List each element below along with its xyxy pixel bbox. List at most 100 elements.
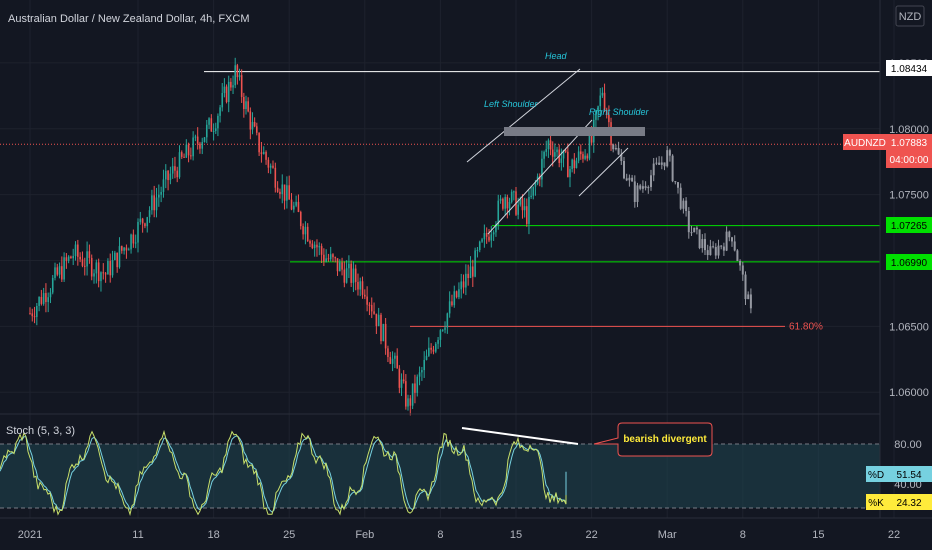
callout: bearish divergent [593,422,713,457]
candle-body [190,155,192,157]
candle-body [304,226,307,235]
candle-body [29,313,31,315]
candle-body [341,262,343,270]
projection-body [739,260,742,266]
candle-body [364,294,366,297]
candle-body [387,348,389,358]
projection-body [674,181,677,183]
projection-body [628,177,631,181]
candle-body [214,128,217,132]
candle-body [164,170,167,180]
candle-body [352,268,355,283]
candle-body [267,159,270,168]
projection-body [722,246,725,251]
projection-body [614,147,617,150]
candle-body [357,281,359,290]
candle-body [497,200,500,225]
candle-body [467,273,469,279]
candle-body [508,202,511,209]
candle-body [488,236,490,241]
stoch-axis[interactable]: 80.00 40.00 %D 51.54 %K 24.32 [866,439,932,510]
candle-body [221,93,224,108]
fib-level-label: 61.80% [789,321,823,332]
candle-body [134,242,137,244]
left-shoulder-label: Left Shoulder [484,99,539,109]
candle-body [320,246,323,255]
stoch-k-value: 24.32 [896,498,921,509]
candle-body [249,111,252,130]
projection-body [690,232,693,234]
candle-body [185,144,188,158]
candle-body [380,314,382,342]
candle-body [240,75,243,97]
projection-body [631,177,634,182]
candle-body [36,305,38,317]
candle-body [95,262,98,274]
projection-body [682,200,685,209]
candle-body [407,398,409,407]
candle-body [575,160,578,169]
candle-body [45,293,47,303]
candle-body [180,152,183,157]
candle-body [554,152,556,157]
callout-text: bearish divergent [623,434,707,445]
candle-body [63,257,65,280]
candle-body [396,355,398,369]
candle-body [272,165,274,168]
candle-body [232,85,234,88]
projection-body [677,182,679,188]
candle-body [167,170,169,181]
stoch-d-label-tag [866,466,886,482]
projection-body [749,294,752,309]
candle-body [476,249,479,251]
candle-body [313,244,316,249]
right-shoulder-line [578,147,629,197]
candle-body [409,398,412,406]
candle-body [309,241,311,244]
projection-body [671,155,674,182]
candle-body [281,184,284,195]
candle-body [455,291,458,298]
projection-body [625,178,628,181]
candle-body [465,273,467,288]
candle-body [590,133,593,143]
projection-body [623,161,625,179]
candle-body [348,263,350,269]
high-price-text: 1.08434 [891,64,928,75]
head-label: Head [545,51,568,61]
candle-body [499,198,502,201]
candle-body [414,383,416,393]
price-tick-label: 1.07500 [889,190,929,202]
candle-body [83,265,86,267]
time-axis[interactable]: 2021 11 18 25 Feb 8 15 22 Mar 8 15 22 [18,529,900,541]
candle-body [183,156,185,158]
candle-body [290,199,293,210]
candle-body [418,372,421,377]
pattern-drawings: Head Left Shoulder Right Shoulder [466,51,650,235]
projection-body [693,227,696,233]
candle-body [269,165,272,168]
projection-body [620,154,623,162]
candle-body [599,95,602,107]
candle-body [556,149,558,153]
candle-body [582,154,584,159]
candle-body [217,115,219,129]
candle-body [441,329,444,331]
candle-body [187,144,190,156]
candle-body [74,244,77,257]
candle-body [343,269,346,283]
projection-body [712,246,715,248]
candle-body [541,158,543,180]
time-tick-label: 22 [585,529,597,541]
countdown-text: 04:00:00 [890,155,929,166]
symbol-tag [843,134,887,150]
candle-body [102,272,105,274]
candle-body [411,383,414,406]
candle-body [478,241,481,250]
candle-body [446,313,449,328]
candle-body [573,159,576,169]
candle-body [325,258,327,262]
candle-body [567,151,569,178]
currency-button[interactable]: NZD [895,5,925,27]
